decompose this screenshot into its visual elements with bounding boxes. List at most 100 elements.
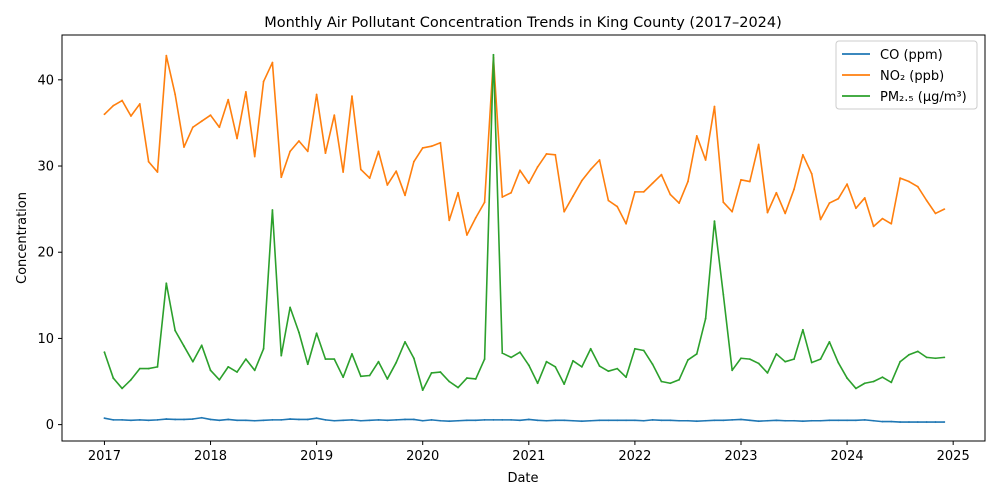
x-tick-label: 2021 xyxy=(512,449,545,464)
data-point-pm25 xyxy=(298,331,300,334)
data-point-no2 xyxy=(315,93,318,96)
data-point-pm25 xyxy=(740,357,742,360)
data-point-pm25 xyxy=(908,353,910,356)
data-point-co xyxy=(580,420,583,423)
data-point-co xyxy=(722,419,725,422)
data-point-co xyxy=(828,419,831,422)
data-point-co xyxy=(766,419,769,422)
data-point-co xyxy=(863,418,866,421)
data-point-co xyxy=(165,418,168,420)
data-point-co xyxy=(793,419,795,422)
data-point-co xyxy=(501,418,504,421)
data-point-co xyxy=(846,419,848,422)
data-point-no2 xyxy=(793,188,795,191)
x-tick-label: 2017 xyxy=(88,449,121,464)
data-point-pm25 xyxy=(642,349,645,352)
data-point-co xyxy=(351,418,353,421)
data-point-co xyxy=(271,418,274,421)
data-point-co xyxy=(209,418,212,421)
series-no2 xyxy=(103,54,946,236)
data-point-pm25 xyxy=(377,360,380,363)
data-point-co xyxy=(890,420,893,423)
data-point-co xyxy=(395,418,398,421)
x-tick-label: 2025 xyxy=(937,449,970,464)
data-point-no2 xyxy=(943,208,946,211)
data-point-co xyxy=(731,418,734,421)
data-point-pm25 xyxy=(863,382,866,385)
data-point-no2 xyxy=(828,202,831,204)
data-point-no2 xyxy=(916,185,919,188)
data-point-pm25 xyxy=(324,358,327,361)
x-tick-label: 2022 xyxy=(618,449,651,464)
y-axis-label: Concentration xyxy=(15,192,30,284)
data-point-pm25 xyxy=(236,371,238,373)
data-point-pm25 xyxy=(315,332,318,335)
data-point-pm25 xyxy=(784,360,787,363)
data-point-no2 xyxy=(236,137,238,140)
data-point-no2 xyxy=(934,212,937,215)
data-point-no2 xyxy=(138,103,141,105)
data-point-co xyxy=(324,418,327,421)
data-point-pm25 xyxy=(306,363,309,366)
data-point-co xyxy=(819,419,822,422)
data-point-co xyxy=(899,421,902,423)
data-point-no2 xyxy=(545,153,548,155)
series-line-pm25 xyxy=(103,54,945,391)
data-point-pm25 xyxy=(678,378,680,381)
data-point-co xyxy=(642,419,645,422)
data-point-no2 xyxy=(784,212,787,215)
data-point-co xyxy=(925,421,928,423)
data-point-co xyxy=(943,421,946,423)
data-point-co xyxy=(837,419,840,422)
data-point-pm25 xyxy=(430,372,433,374)
data-point-co xyxy=(695,420,698,423)
data-point-pm25 xyxy=(527,364,530,367)
data-point-pm25 xyxy=(200,344,203,347)
data-point-no2 xyxy=(669,193,672,196)
data-point-pm25 xyxy=(271,209,274,211)
data-point-no2 xyxy=(289,150,291,153)
data-point-no2 xyxy=(775,191,778,194)
data-point-co xyxy=(130,419,132,422)
data-point-no2 xyxy=(501,196,504,198)
data-point-pm25 xyxy=(103,351,106,354)
data-point-pm25 xyxy=(138,367,141,370)
x-tick-label: 2018 xyxy=(194,449,227,464)
x-tick-label: 2023 xyxy=(724,449,757,464)
data-point-no2 xyxy=(536,165,539,168)
data-point-pm25 xyxy=(810,361,813,364)
data-point-pm25 xyxy=(925,356,928,359)
data-point-pm25 xyxy=(846,377,848,379)
data-point-pm25 xyxy=(669,382,672,385)
data-point-no2 xyxy=(333,114,336,117)
data-point-no2 xyxy=(253,155,256,158)
data-point-pm25 xyxy=(165,282,168,285)
series-layer xyxy=(103,53,946,423)
data-point-pm25 xyxy=(757,362,760,365)
legend: CO (ppm) NO₂ (ppb) PM₂.₅ (µg/m³) xyxy=(835,40,978,110)
data-point-co xyxy=(262,419,265,422)
data-point-pm25 xyxy=(536,382,539,385)
data-point-co xyxy=(660,419,663,422)
data-point-pm25 xyxy=(766,372,769,374)
data-point-pm25 xyxy=(625,376,627,379)
data-point-no2 xyxy=(660,173,663,176)
data-point-no2 xyxy=(324,152,327,154)
data-point-no2 xyxy=(846,183,848,186)
series-pm25 xyxy=(103,53,946,392)
data-point-co xyxy=(748,419,751,422)
data-point-pm25 xyxy=(563,383,566,386)
data-point-pm25 xyxy=(651,363,654,366)
data-point-no2 xyxy=(527,182,530,185)
data-point-co xyxy=(881,420,884,423)
data-point-no2 xyxy=(377,150,380,153)
data-point-no2 xyxy=(925,199,928,202)
data-point-co xyxy=(678,419,680,422)
data-point-co xyxy=(421,419,424,422)
data-point-no2 xyxy=(837,197,840,200)
data-point-co xyxy=(156,418,159,421)
data-point-pm25 xyxy=(943,356,946,359)
data-point-co xyxy=(138,418,141,421)
data-point-co xyxy=(589,419,592,422)
series-line-co xyxy=(104,416,945,423)
